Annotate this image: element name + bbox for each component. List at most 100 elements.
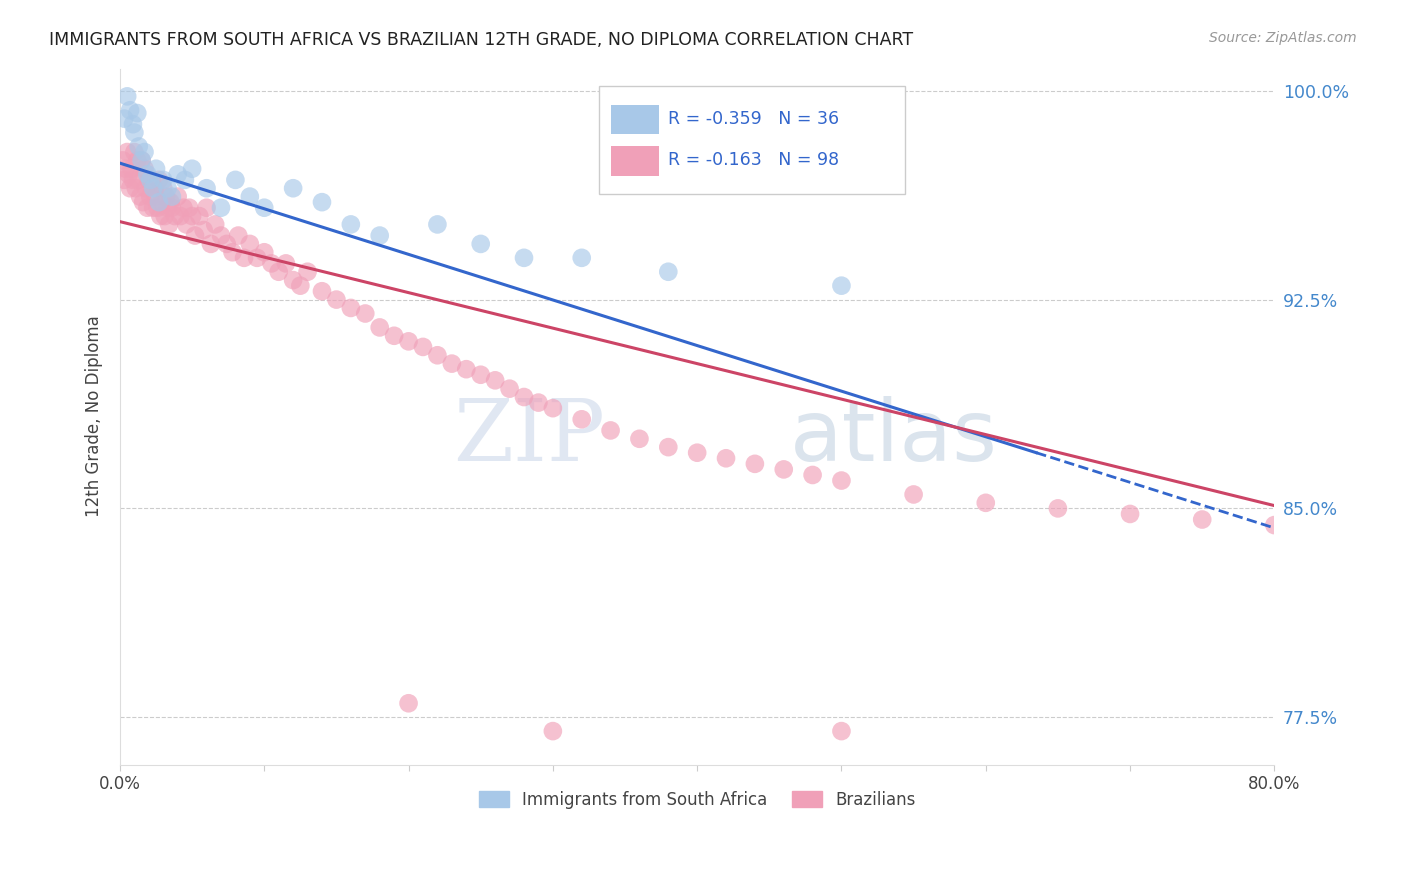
Point	[281, 181, 304, 195]
Point	[150, 195, 173, 210]
Point	[156, 201, 179, 215]
Point	[311, 195, 333, 210]
Point	[136, 201, 159, 215]
Point	[571, 412, 593, 426]
Point	[325, 293, 347, 307]
Point	[426, 348, 449, 362]
Point	[172, 201, 194, 215]
Point	[121, 161, 143, 176]
Point	[772, 462, 794, 476]
Point	[398, 696, 420, 710]
Point	[166, 189, 188, 203]
Point	[830, 474, 852, 488]
Point	[160, 189, 183, 203]
Point	[152, 181, 174, 195]
Point	[209, 201, 232, 215]
Point	[226, 228, 249, 243]
FancyBboxPatch shape	[599, 86, 905, 194]
Point	[246, 251, 269, 265]
Point	[134, 161, 156, 176]
FancyBboxPatch shape	[610, 146, 659, 176]
Point	[143, 181, 166, 195]
Point	[354, 306, 377, 320]
Point	[398, 334, 420, 349]
Point	[145, 161, 167, 176]
Point	[115, 89, 138, 103]
Point	[124, 126, 146, 140]
Text: R = -0.163   N = 98: R = -0.163 N = 98	[668, 152, 839, 169]
Point	[470, 368, 492, 382]
Point	[628, 432, 651, 446]
Point	[142, 181, 165, 195]
Point	[149, 209, 172, 223]
Point	[253, 245, 276, 260]
Point	[174, 173, 197, 187]
Y-axis label: 12th Grade, No Diploma: 12th Grade, No Diploma	[86, 316, 103, 517]
Point	[368, 320, 391, 334]
Point	[1046, 501, 1069, 516]
Point	[195, 181, 218, 195]
Point	[527, 395, 550, 409]
Point	[340, 218, 363, 232]
FancyBboxPatch shape	[610, 104, 659, 134]
Point	[541, 724, 564, 739]
Point	[139, 189, 162, 203]
Point	[239, 189, 262, 203]
Point	[160, 201, 183, 215]
Point	[209, 228, 232, 243]
Point	[127, 106, 149, 120]
Point	[135, 181, 157, 195]
Point	[195, 201, 218, 215]
Point	[138, 173, 160, 187]
Point	[599, 424, 621, 438]
Point	[686, 446, 709, 460]
Point	[513, 390, 536, 404]
Point	[155, 189, 177, 203]
Point	[127, 153, 149, 168]
Point	[224, 173, 246, 187]
Point	[117, 167, 139, 181]
Point	[179, 201, 201, 215]
Point	[382, 328, 405, 343]
Point	[1191, 512, 1213, 526]
Point	[267, 265, 290, 279]
Point	[513, 251, 536, 265]
Text: atlas: atlas	[790, 396, 997, 479]
Point	[456, 362, 478, 376]
Text: ZIP: ZIP	[453, 396, 605, 479]
Legend: Immigrants from South Africa, Brazilians: Immigrants from South Africa, Brazilians	[472, 784, 922, 815]
Point	[148, 173, 170, 187]
Point	[290, 278, 312, 293]
Point	[169, 209, 191, 223]
Point	[184, 228, 207, 243]
Point	[145, 189, 167, 203]
Point	[157, 218, 180, 232]
Point	[340, 301, 363, 315]
Point	[166, 167, 188, 181]
Point	[830, 278, 852, 293]
Point	[830, 724, 852, 739]
Point	[657, 440, 679, 454]
Point	[176, 218, 198, 232]
Point	[440, 357, 463, 371]
Point	[146, 201, 169, 215]
Point	[744, 457, 766, 471]
Point	[233, 251, 256, 265]
Point	[412, 340, 434, 354]
Point	[274, 256, 297, 270]
Point	[368, 228, 391, 243]
Point	[122, 117, 145, 131]
Point	[112, 173, 135, 187]
Point	[181, 161, 204, 176]
Point	[128, 139, 150, 153]
Point	[115, 145, 138, 159]
Point	[139, 173, 162, 187]
Point	[120, 103, 142, 118]
Point	[141, 173, 163, 187]
Point	[484, 373, 506, 387]
Point	[215, 236, 238, 251]
Point	[131, 153, 153, 168]
Point	[801, 467, 824, 482]
Point	[311, 284, 333, 298]
Point	[426, 218, 449, 232]
